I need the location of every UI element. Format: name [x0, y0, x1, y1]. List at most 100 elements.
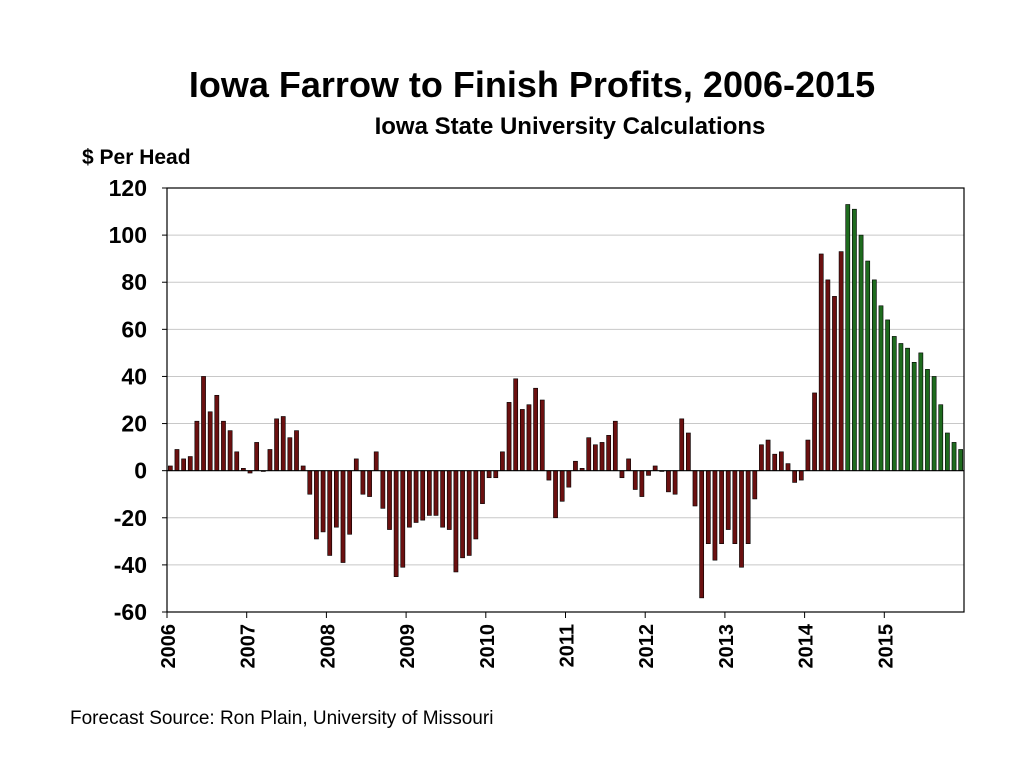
bar-forecast [958, 449, 964, 471]
bar-actual [167, 465, 173, 471]
bar-actual [646, 470, 651, 476]
bar-actual [805, 439, 811, 471]
bar-actual [287, 437, 293, 471]
x-tick-label: 2013 [716, 624, 738, 669]
bar-forecast [878, 305, 884, 471]
bar-actual [546, 470, 552, 481]
bar-actual [533, 387, 538, 471]
chart-subtitle: Iowa State University Calculations [374, 113, 766, 140]
bar-actual [387, 470, 392, 530]
bar-actual [201, 376, 206, 471]
bar-actual [593, 444, 598, 471]
bar-actual [373, 451, 379, 471]
bar-actual [778, 451, 784, 471]
bar-forecast [871, 279, 877, 471]
bar-actual [725, 470, 731, 530]
bar-actual [599, 442, 605, 471]
x-tick-label: 2012 [636, 624, 658, 669]
y-tick-label: 120 [109, 175, 147, 201]
bar-actual [207, 411, 213, 471]
bar-actual [832, 296, 837, 471]
bar-forecast [905, 347, 910, 471]
bar-actual [586, 437, 592, 471]
bar-actual [466, 470, 472, 556]
y-tick-label: 100 [109, 222, 147, 248]
bar-actual [320, 470, 326, 533]
x-tick-label: 2015 [875, 624, 897, 669]
bar-actual [559, 470, 565, 502]
bar-actual [573, 460, 578, 471]
bar-actual [360, 470, 366, 495]
bar-actual [274, 418, 279, 471]
bar-actual [181, 458, 186, 471]
bar-forecast [891, 336, 897, 471]
bar-actual [712, 470, 718, 561]
bar-actual [652, 465, 658, 471]
bar-actual [566, 470, 572, 488]
bar-actual [227, 430, 233, 471]
y-tick-label: -20 [114, 505, 147, 531]
x-tick-label: 2007 [238, 624, 260, 669]
bar-actual [267, 449, 273, 471]
bar-forecast [865, 260, 871, 471]
bar-actual [300, 465, 306, 471]
bar-actual [732, 470, 738, 544]
bar-actual [612, 420, 618, 471]
bar-actual [513, 378, 519, 471]
bar-actual [745, 470, 751, 544]
bar-actual [440, 470, 445, 528]
bar-actual [314, 470, 319, 540]
bar-actual [426, 470, 432, 516]
y-tick-label: 60 [121, 316, 147, 342]
bar-actual [792, 470, 798, 483]
x-axis-ticks: 2006 2007 2008 2009 2010 2011 2012 2013 2014 2015 [158, 612, 897, 669]
bar-actual [307, 470, 313, 495]
bar-forecast [885, 319, 890, 471]
bar-actual [221, 420, 226, 471]
bar-forecast [945, 432, 950, 471]
bar-actual [812, 392, 817, 471]
bar-actual [553, 470, 558, 519]
bar-actual [818, 253, 824, 471]
bar-actual [254, 442, 260, 471]
x-tick-label: 2008 [317, 624, 339, 669]
bar-actual [187, 456, 193, 471]
bar-actual [413, 470, 419, 523]
bar-forecast [845, 204, 851, 471]
bar-actual [407, 470, 412, 528]
bar-actual [686, 432, 691, 471]
bar-actual [433, 470, 439, 516]
y-tick-label: 40 [121, 363, 147, 389]
bar-actual [838, 251, 844, 471]
bar-actual [380, 470, 386, 509]
bar-actual [500, 451, 505, 471]
bar-actual [626, 458, 631, 471]
bar-actual [679, 418, 685, 471]
bar-actual [506, 402, 512, 471]
bar-actual [493, 470, 499, 479]
bars [167, 204, 964, 599]
bar-actual [692, 470, 698, 507]
bar-actual [353, 458, 359, 471]
bar-actual [280, 416, 286, 471]
bar-actual [340, 470, 346, 563]
bar-actual [639, 470, 645, 497]
bar-actual [772, 453, 778, 471]
bar-actual [785, 463, 791, 471]
bar-actual [699, 470, 705, 599]
bar-actual [539, 399, 545, 471]
x-tick-label: 2010 [477, 624, 499, 669]
bar-actual [705, 470, 711, 544]
bar-actual [327, 470, 333, 556]
y-tick-label: 0 [134, 458, 147, 484]
bar-actual [526, 404, 532, 471]
bar-forecast [918, 352, 924, 471]
bar-actual [400, 470, 406, 568]
bar-actual [460, 470, 465, 559]
chart-title: Iowa Farrow to Finish Profits, 2006-2015 [188, 64, 876, 105]
bar-actual [453, 470, 459, 573]
bar-actual [473, 470, 479, 540]
bar-actual [619, 470, 625, 479]
y-tick-label: -60 [114, 599, 147, 625]
